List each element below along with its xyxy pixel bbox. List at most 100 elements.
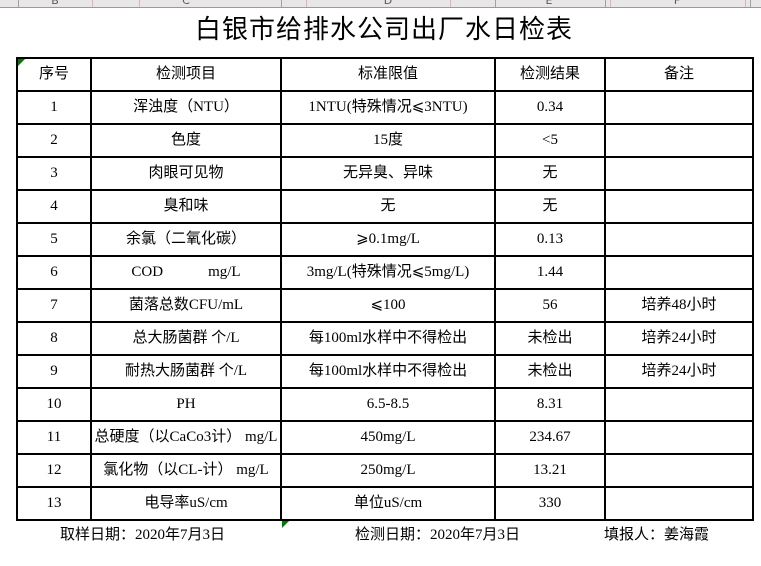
cell-remark[interactable] (606, 389, 754, 422)
cell-item[interactable]: COD mg/L (92, 257, 282, 290)
cell-result[interactable]: 0.13 (496, 224, 606, 257)
cell-item[interactable]: 氯化物（以CL-计） mg/L (92, 455, 282, 488)
cell-result[interactable]: 无 (496, 191, 606, 224)
header-cell-remark[interactable]: 备注 (606, 59, 754, 92)
cell-remark[interactable] (606, 125, 754, 158)
cell-result[interactable]: 234.67 (496, 422, 606, 455)
header-cell-item[interactable]: 检测项目 (92, 59, 282, 92)
cell-result[interactable]: 未检出 (496, 323, 606, 356)
cell-standard[interactable]: 15度 (282, 125, 496, 158)
cell-result[interactable]: 无 (496, 158, 606, 191)
header-cell-standard[interactable]: 标准限值 (282, 59, 496, 92)
cell-remark[interactable] (606, 488, 754, 521)
cell-item[interactable]: 电导率uS/cm (92, 488, 282, 521)
cell-item[interactable]: 色度 (92, 125, 282, 158)
cell-result[interactable]: <5 (496, 125, 606, 158)
cell-remark[interactable]: 培养24小时 (606, 356, 754, 389)
cell-item[interactable]: 总硬度（以CaCo3计） mg/L (92, 422, 282, 455)
cell-index[interactable]: 6 (18, 257, 92, 290)
reporter-name-text[interactable]: 填报人：姜海霞 (604, 527, 710, 543)
cell-remark[interactable] (606, 257, 754, 290)
column-divider (750, 0, 751, 7)
column-divider (495, 0, 496, 7)
cell-remark[interactable] (606, 191, 754, 224)
cell-index[interactable]: 13 (18, 488, 92, 521)
testing-date-text[interactable]: 检测日期：2020年7月3日 (355, 527, 521, 543)
cell-index[interactable]: 3 (18, 158, 92, 191)
cell-standard[interactable]: 每100ml水样中不得检出 (282, 323, 496, 356)
cell-item[interactable]: PH (92, 389, 282, 422)
cell-standard[interactable]: 250mg/L (282, 455, 496, 488)
cell-error-indicator-icon (18, 59, 25, 66)
table-row: 6 COD mg/L 3mg/L(特殊情况⩽5mg/L) 1.44 (18, 257, 754, 290)
cell-remark[interactable] (606, 158, 754, 191)
column-divider (745, 0, 746, 7)
cell-item[interactable]: 肉眼可见物 (92, 158, 282, 191)
column-divider (306, 0, 307, 7)
cell-index[interactable]: 11 (18, 422, 92, 455)
column-header-letter-C[interactable]: C (182, 0, 190, 7)
table-row: 1 浑浊度（NTU） 1NTU(特殊情况⩽3NTU) 0.34 (18, 92, 754, 125)
cell-remark[interactable] (606, 92, 754, 125)
cell-error-indicator-icon (282, 521, 289, 528)
cell-index[interactable]: 12 (18, 455, 92, 488)
cell-index[interactable]: 10 (18, 389, 92, 422)
cell-standard[interactable]: 单位uS/cm (282, 488, 496, 521)
cell-result[interactable]: 8.31 (496, 389, 606, 422)
cell-standard[interactable]: 3mg/L(特殊情况⩽5mg/L) (282, 257, 496, 290)
cell-standard[interactable]: 1NTU(特殊情况⩽3NTU) (282, 92, 496, 125)
inspection-table: 序号 检测项目 标准限值 检测结果 备注 1 浑浊度（NTU） 1NTU(特殊情况⩽3NTU… (16, 57, 754, 521)
column-header-letter-B[interactable]: B (51, 0, 59, 7)
cell-standard[interactable]: ⩾0.1mg/L (282, 224, 496, 257)
column-divider (18, 0, 19, 7)
cell-remark[interactable] (606, 422, 754, 455)
cell-index[interactable]: 9 (18, 356, 92, 389)
cell-item[interactable]: 臭和味 (92, 191, 282, 224)
column-header-strip: B C D E F (0, 0, 761, 8)
cell-standard[interactable]: ⩽100 (282, 290, 496, 323)
sampling-date-text[interactable]: 取样日期：2020年7月3日 (60, 527, 226, 543)
cell-item[interactable]: 余氯（二氧化碳） (92, 224, 282, 257)
cell-index[interactable]: 8 (18, 323, 92, 356)
cell-remark[interactable]: 培养24小时 (606, 323, 754, 356)
cell-index[interactable]: 4 (18, 191, 92, 224)
cell-index[interactable]: 2 (18, 125, 92, 158)
column-divider (605, 0, 606, 7)
cell-result[interactable]: 1.44 (496, 257, 606, 290)
cell-result[interactable]: 0.34 (496, 92, 606, 125)
table-row: 10 PH 6.5-8.5 8.31 (18, 389, 754, 422)
cell-item[interactable]: 总大肠菌群 个/L (92, 323, 282, 356)
table-row: 4 臭和味无无 (18, 191, 754, 224)
cell-result[interactable]: 未检出 (496, 356, 606, 389)
cell-result[interactable]: 13.21 (496, 455, 606, 488)
column-divider (92, 0, 93, 7)
column-header-letter-E[interactable]: E (545, 0, 553, 7)
column-divider (610, 0, 611, 7)
cell-result[interactable]: 330 (496, 488, 606, 521)
cell-standard[interactable]: 450mg/L (282, 422, 496, 455)
column-divider (450, 0, 451, 7)
cell-index[interactable]: 5 (18, 224, 92, 257)
cell-standard[interactable]: 无异臭、异味 (282, 158, 496, 191)
header-cell-index[interactable]: 序号 (18, 59, 92, 92)
cell-remark[interactable]: 培养48小时 (606, 290, 754, 323)
cell-index[interactable]: 1 (18, 92, 92, 125)
cell-remark[interactable] (606, 224, 754, 257)
cell-standard[interactable]: 无 (282, 191, 496, 224)
sheet-title[interactable]: 白银市给排水公司出厂水日检表 (194, 15, 573, 44)
cell-item[interactable]: 耐热大肠菌群 个/L (92, 356, 282, 389)
cell-item[interactable]: 浑浊度（NTU） (92, 92, 282, 125)
header-cell-result[interactable]: 检测结果 (496, 59, 606, 92)
cell-standard[interactable]: 每100ml水样中不得检出 (282, 356, 496, 389)
cell-item[interactable]: 菌落总数CFU/mL (92, 290, 282, 323)
table-row: 3 肉眼可见物 无异臭、异味无 (18, 158, 754, 191)
cell-index[interactable]: 7 (18, 290, 92, 323)
cell-standard[interactable]: 6.5-8.5 (282, 389, 496, 422)
cell-remark[interactable] (606, 455, 754, 488)
column-header-letter-F[interactable]: F (673, 0, 681, 7)
cell-result[interactable]: 56 (496, 290, 606, 323)
table-row: 5 余氯（二氧化碳） ⩾0.1mg/L 0.13 (18, 224, 754, 257)
column-header-letter-D[interactable]: D (383, 0, 393, 7)
footer-row: 取样日期：2020年7月3日 检测日期：2020年7月3日 填报人：姜海霞 (0, 526, 761, 546)
